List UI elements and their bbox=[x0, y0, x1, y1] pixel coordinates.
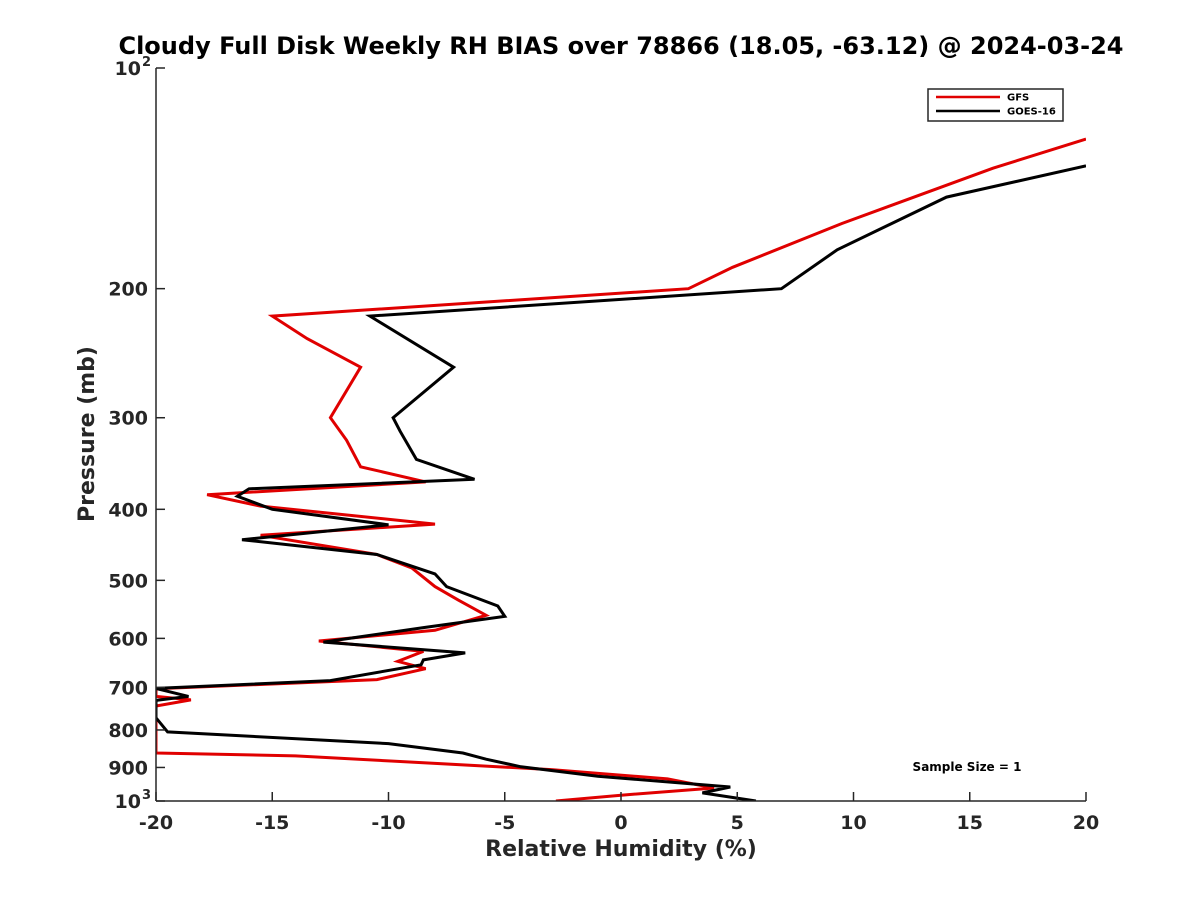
plot-area: -20 -15 -10 -5 0 5 10 15 20 10 220030040050060070… bbox=[108, 55, 1099, 834]
x-tick-label: 15 bbox=[957, 812, 983, 834]
y-tick-label: 600 bbox=[108, 628, 148, 650]
x-tick-label: 20 bbox=[1073, 812, 1099, 834]
y-tick-label: 10 bbox=[115, 791, 141, 813]
x-tick-label: 10 bbox=[840, 812, 866, 834]
y-tick-label: 900 bbox=[108, 757, 148, 779]
x-tick-label: -20 bbox=[139, 812, 173, 834]
plot-background bbox=[156, 68, 1086, 801]
x-tick-label: -5 bbox=[494, 812, 515, 834]
x-tick-label: 0 bbox=[614, 812, 627, 834]
x-ticks: -20 -15 -10 -5 0 5 10 15 20 bbox=[139, 792, 1099, 834]
y-tick-label: 300 bbox=[108, 408, 148, 430]
legend-box bbox=[927, 88, 1064, 122]
series-line-gfs bbox=[156, 137, 1086, 801]
legend-label: GOES-16 bbox=[1007, 107, 1056, 118]
x-tick-label: -15 bbox=[255, 812, 289, 834]
y-tick-label: 200 bbox=[108, 279, 148, 301]
series-line-goes-16 bbox=[156, 164, 1086, 801]
x-axis-label: Relative Humidity (%) bbox=[485, 837, 757, 862]
chart-title: Cloudy Full Disk Weekly RH BIAS over 788… bbox=[118, 32, 1123, 60]
legend-label: GFS bbox=[1007, 93, 1029, 104]
series-layer bbox=[156, 137, 1086, 801]
x-tick-label: -10 bbox=[371, 812, 405, 834]
y-tick-exponent: 3 bbox=[142, 788, 151, 803]
y-tick-label: 10 bbox=[115, 58, 141, 80]
y-tick-label: 400 bbox=[108, 499, 148, 521]
x-tick-label: 5 bbox=[731, 812, 744, 834]
y-tick-label: 700 bbox=[108, 677, 148, 699]
y-axis-label: Pressure (mb) bbox=[75, 346, 100, 522]
sample-size-annotation: Sample Size = 1 bbox=[913, 760, 1022, 774]
y-tick-label: 500 bbox=[108, 570, 148, 592]
legend: GFS GOES-16 bbox=[927, 88, 1064, 122]
y-tick-exponent: 2 bbox=[142, 55, 151, 70]
y-tick-label: 800 bbox=[108, 720, 148, 742]
